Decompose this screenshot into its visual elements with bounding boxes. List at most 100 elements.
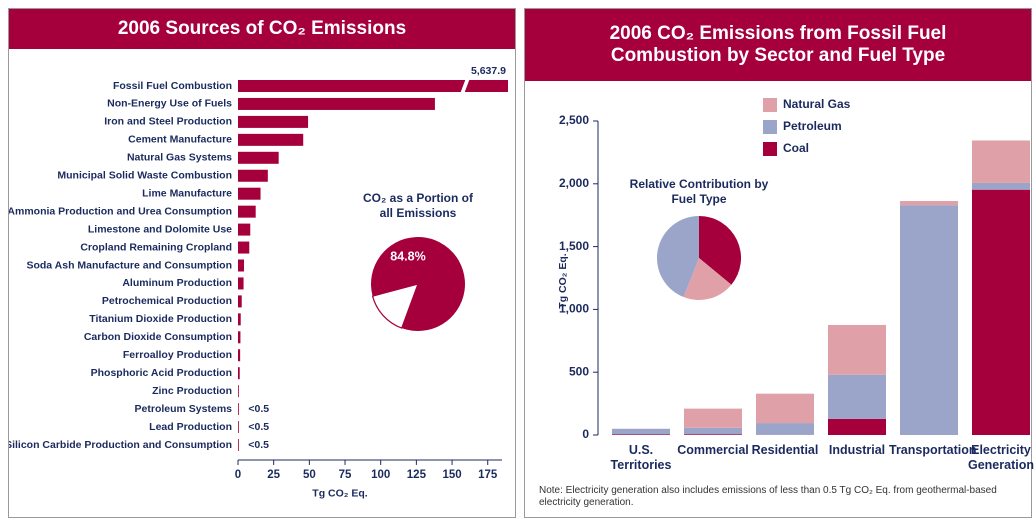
bar-segment xyxy=(828,418,886,435)
bar xyxy=(238,115,309,128)
y-tick-label: Silicon Carbide Production and Consumpti… xyxy=(9,439,232,451)
bar-segment xyxy=(828,374,886,419)
y-tick-label: Fossil Fuel Combustion xyxy=(113,80,232,92)
value-label: 5,637.9 xyxy=(471,65,506,77)
y-tick-label: 500 xyxy=(569,364,589,378)
x-tick-label: Industrial xyxy=(828,443,886,457)
bar-segment xyxy=(900,205,958,435)
y-tick-label: Limestone and Dolomite Use xyxy=(88,223,232,235)
legend-swatch xyxy=(763,98,777,112)
bar xyxy=(238,295,242,308)
bar xyxy=(238,97,435,110)
x-tick-label: 0 xyxy=(235,469,241,481)
legend-label: Natural Gas xyxy=(783,97,851,111)
pie-slice xyxy=(371,283,419,329)
bar xyxy=(238,331,241,344)
pie-slice xyxy=(657,216,699,298)
value-label: <0.5 xyxy=(248,421,269,433)
x-tick-label: U.S. Territories xyxy=(610,443,672,472)
bar xyxy=(238,205,256,218)
y-tick-label: Aluminum Production xyxy=(122,277,232,289)
y-tick-label: Petroleum Systems xyxy=(135,403,233,415)
bar-segment xyxy=(684,427,742,435)
bar xyxy=(238,151,279,164)
y-tick-label: 2,500 xyxy=(559,113,589,127)
bar xyxy=(238,187,261,200)
bar-segment xyxy=(612,428,670,435)
x-tick-label: 100 xyxy=(371,469,390,481)
x-tick-label: 150 xyxy=(442,469,461,481)
y-tick-label: 1,500 xyxy=(559,239,589,253)
y-tick-label: Petrochemical Production xyxy=(102,295,232,307)
y-tick-label: Municipal Solid Waste Combustion xyxy=(57,170,232,182)
bar xyxy=(238,313,241,326)
y-tick-label: Soda Ash Manufacture and Consumption xyxy=(26,259,232,271)
x-tick-label: 75 xyxy=(339,469,352,481)
y-tick-label: Titanium Dioxide Production xyxy=(89,313,232,325)
bar xyxy=(238,223,251,236)
bar xyxy=(238,241,250,254)
pie-title: Relative Contribution by Fuel Type xyxy=(629,177,769,206)
bar xyxy=(238,80,508,92)
axis-break xyxy=(460,78,470,94)
x-tick-label: Commercial xyxy=(677,443,749,457)
note: Note: Electricity generation also includ… xyxy=(539,485,997,508)
y-tick-label: Cropland Remaining Cropland xyxy=(80,241,232,253)
y-tick-label: Natural Gas Systems xyxy=(127,152,232,164)
x-tick-label: Transportation xyxy=(889,443,977,457)
bar-segment xyxy=(972,189,1030,435)
bar-segment xyxy=(756,393,814,424)
value-label: <0.5 xyxy=(248,439,269,451)
bar-segment xyxy=(684,408,742,428)
bar-chart: Fossil Fuel Combustion 5,637.9 Non-Energy … xyxy=(9,65,508,500)
bar-segment xyxy=(756,423,814,435)
legend-label: Coal xyxy=(783,141,809,155)
bar xyxy=(238,439,239,451)
bar-segment xyxy=(684,434,742,435)
pie-label: 84.8% xyxy=(390,249,425,263)
bar xyxy=(238,133,304,146)
right-panel: 2006 CO₂ Emissions from Fossil Fuel Comb… xyxy=(524,8,1034,518)
bar-segment xyxy=(972,182,1030,190)
y-axis-label: Tg CO₂ Eq. xyxy=(557,253,569,308)
y-tick-label: Ammonia Production and Urea Consumption xyxy=(9,205,232,217)
value-label: <0.5 xyxy=(248,403,269,415)
chart-title: 2006 Sources of CO₂ Emissions xyxy=(9,9,515,49)
bar-segment xyxy=(900,201,958,206)
left-panel: 2006 Sources of CO₂ Emissions Fossil Fue… xyxy=(8,8,516,518)
x-tick-label: 175 xyxy=(478,469,498,481)
y-tick-label: 1,000 xyxy=(559,302,589,316)
bar xyxy=(238,367,240,380)
x-tick-label: Residential xyxy=(751,443,819,457)
bar-segment xyxy=(972,140,1030,183)
x-tick-label: Electricity Generation xyxy=(968,443,1034,472)
y-tick-label: Ferroalloy Production xyxy=(123,349,232,361)
legend-label: Petroleum xyxy=(783,119,842,133)
y-tick-label: Phosphoric Acid Production xyxy=(91,367,232,379)
y-tick-label: Iron and Steel Production xyxy=(104,116,232,128)
bar xyxy=(238,277,244,290)
legend-swatch xyxy=(763,120,777,134)
bar xyxy=(238,169,268,182)
x-tick-label: 25 xyxy=(267,469,280,481)
x-tick-label: 125 xyxy=(407,469,427,481)
x-tick-label: 50 xyxy=(303,469,316,481)
y-tick-label: 2,000 xyxy=(559,176,589,190)
bar xyxy=(238,403,239,416)
bar xyxy=(238,385,239,398)
bar-segment xyxy=(828,324,886,375)
pie-slice xyxy=(699,216,741,285)
pie-title: CO₂ as a Portion of all Emissions xyxy=(362,191,473,220)
y-tick-label: Lime Manufacture xyxy=(142,187,232,199)
x-axis-label: Tg CO₂ Eq. xyxy=(312,488,367,500)
chart-title: 2006 CO₂ Emissions from Fossil Fuel Comb… xyxy=(525,9,1031,81)
y-tick-label: 0 xyxy=(582,427,589,441)
y-tick-label: Lead Production xyxy=(149,421,232,433)
y-tick-label: Cement Manufacture xyxy=(128,134,232,146)
pie-slice xyxy=(683,258,732,300)
bar xyxy=(238,349,241,362)
legend-swatch xyxy=(763,142,777,156)
bar-segment xyxy=(612,434,670,435)
y-tick-label: Zinc Production xyxy=(152,385,232,397)
